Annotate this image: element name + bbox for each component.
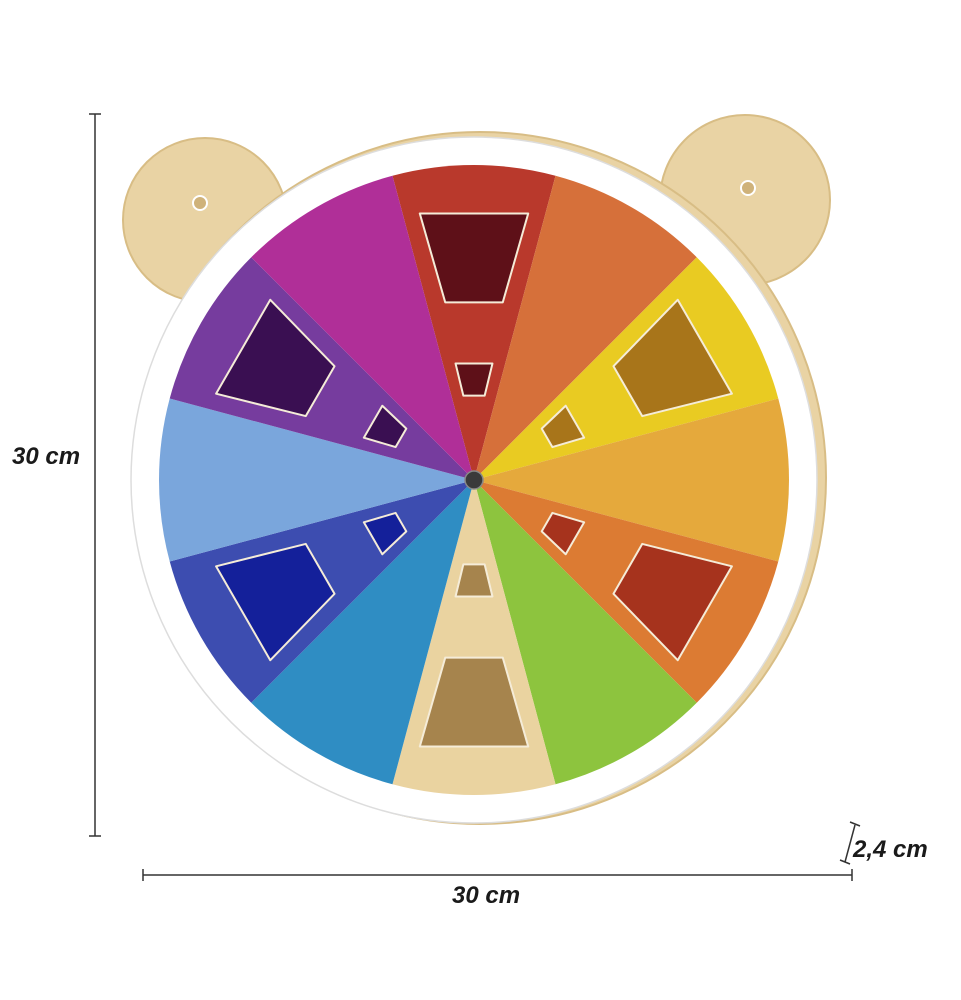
depth-tick-bottom <box>839 859 851 865</box>
sector-1 <box>474 175 697 480</box>
large-hole-3 <box>418 656 530 748</box>
center-hub <box>464 470 484 490</box>
sector-7 <box>251 480 474 785</box>
sector-11 <box>251 175 474 480</box>
small-hole-2 <box>540 511 586 556</box>
small-hole-0 <box>454 362 494 397</box>
depth-label: 2,4 cm <box>853 836 928 863</box>
height-label: 30 cm <box>12 443 81 470</box>
width-label: 30 cm <box>452 882 521 909</box>
small-hole-5 <box>362 404 408 449</box>
large-hole-0 <box>418 212 530 304</box>
small-hole-3 <box>454 563 494 598</box>
mounting-hole-left <box>192 195 208 211</box>
small-hole-4 <box>362 511 408 556</box>
sector-9 <box>159 398 475 562</box>
large-hole-5 <box>215 298 336 418</box>
depth-tick-top <box>849 821 861 827</box>
dimension-lines <box>89 113 861 881</box>
sector-5 <box>474 480 697 785</box>
small-hole-1 <box>540 404 586 449</box>
depth-line <box>844 824 856 863</box>
sector-3 <box>474 398 789 562</box>
large-hole-2 <box>612 542 733 662</box>
large-hole-1 <box>612 298 733 418</box>
large-hole-4 <box>215 542 336 662</box>
color-wheel <box>130 136 818 824</box>
mounting-hole-right <box>740 180 756 196</box>
